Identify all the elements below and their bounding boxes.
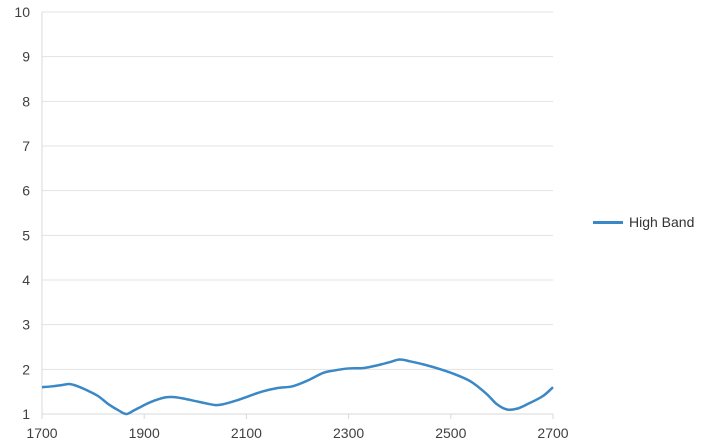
y-tick-label-2: 2 [22,361,30,377]
y-tick-label-4: 4 [22,272,30,288]
legend-label-high-band: High Band [629,214,695,230]
x-tick-label-1700: 1700 [26,425,57,441]
grid-lines [42,11,553,415]
y-tick-label-1: 1 [22,406,30,422]
x-tick-label-2100: 2100 [231,425,262,441]
y-tick-label-10: 10 [14,4,30,20]
y-tick-label-8: 8 [22,93,30,109]
x-axis: 1700 1900 2100 2300 2500 2700 [26,413,569,441]
y-tick-label-6: 6 [22,183,30,199]
x-tick-label-2300: 2300 [333,425,364,441]
series-group [41,358,554,416]
y-tick-label-5: 5 [22,227,30,243]
legend-swatch-high-band [593,220,623,224]
series-line-0 [41,358,554,416]
y-axis: 1 2 3 4 5 6 7 8 9 10 [14,4,43,422]
y-tick-label-9: 9 [22,49,30,65]
legend: High Band [593,214,694,230]
x-tick-label-1900: 1900 [129,425,160,441]
y-tick-label-7: 7 [22,138,30,154]
x-tick-label-2500: 2500 [435,425,466,441]
y-tick-label-3: 3 [22,317,30,333]
x-tick-label-2700: 2700 [537,425,568,441]
